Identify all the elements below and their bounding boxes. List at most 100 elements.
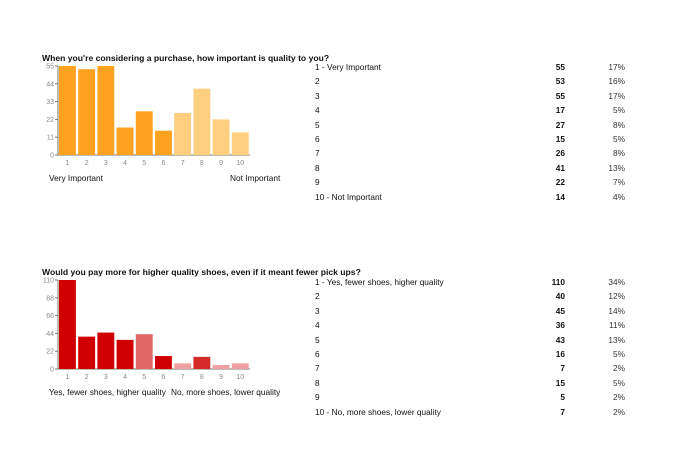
x-tick-label: 4 [123, 374, 127, 381]
table-row: 5 27 8% [315, 120, 625, 134]
answer-count: 15 [555, 134, 565, 144]
answer-percent: 5% [613, 349, 625, 359]
y-tick-label: 11 [47, 135, 54, 142]
answer-percent: 5% [613, 377, 625, 388]
answer-label: 4 [315, 320, 320, 331]
question-1-results-table: 1 - Very Important 55 17% 2 53 16% 3 55 17% 4 17 5%… [315, 62, 625, 207]
answer-percent: 2% [613, 392, 625, 403]
table-row: 1 - Yes, fewer shoes, higher quality 110 3… [315, 277, 625, 291]
y-tick-label: 88 [46, 295, 54, 302]
x-tick-label: 6 [161, 160, 165, 167]
bar-10 [231, 363, 249, 369]
table-row: 3 55 17% [315, 91, 625, 105]
answer-label: 8 [315, 162, 320, 173]
y-tick-label: 33 [46, 99, 54, 106]
x-tick-label: 2 [85, 374, 89, 381]
answer-label: 4 [315, 105, 320, 116]
answer-percent: 17% [608, 62, 625, 72]
answer-label: 9 [315, 392, 320, 403]
answer-count: 26 [555, 148, 565, 159]
answer-percent: 17% [608, 90, 625, 101]
answer-label: 5 [315, 119, 320, 130]
table-row: 4 17 5% [315, 105, 625, 119]
answer-percent: 13% [608, 162, 625, 173]
question-2-right-label: No, more shoes, lower quality [171, 387, 281, 397]
bar-6 [155, 130, 172, 155]
y-tick-label: 55 [46, 64, 54, 71]
answer-label: 3 [315, 305, 320, 316]
answer-percent: 2% [613, 363, 625, 374]
answer-label: 7 [315, 148, 320, 159]
bar-9 [212, 364, 230, 369]
answer-label: 2 [315, 291, 320, 302]
bar-5 [135, 334, 153, 369]
x-tick-label: 5 [142, 160, 146, 167]
x-tick-label: 5 [142, 374, 146, 381]
answer-count: 17 [555, 105, 565, 116]
bar-2 [78, 69, 96, 155]
answer-percent: 5% [613, 105, 625, 116]
bar-1 [59, 66, 76, 155]
answer-label: 5 [315, 334, 320, 345]
answer-label: 2 [315, 76, 320, 87]
table-row: 6 16 5% [315, 349, 625, 363]
answer-count: 110 [551, 277, 565, 287]
table-row: 7 7 2% [315, 363, 625, 377]
answer-label: 3 [315, 90, 320, 101]
answer-label: 1 - Yes, fewer shoes, higher quality [315, 277, 444, 287]
x-tick-label: 3 [104, 160, 108, 167]
answer-percent: 5% [613, 134, 625, 144]
x-tick-label: 4 [123, 160, 127, 167]
answer-label: 10 - No, more shoes, lower quality [315, 406, 441, 417]
table-row: 8 41 13% [315, 163, 625, 177]
x-tick-label: 7 [181, 160, 185, 167]
answer-count: 40 [555, 291, 565, 302]
answer-label: 10 - Not Important [315, 191, 382, 202]
y-tick-label: 44 [46, 81, 54, 88]
question-2-title: Would you pay more for higher quality sh… [42, 267, 361, 277]
bar-2 [78, 336, 96, 369]
question-1-bar-chart: 0 11 22 33 44 55 1 2 3 4 5 6 7 8 9 10 [46, 64, 250, 167]
answer-percent: 13% [608, 334, 625, 345]
x-tick-label: 1 [65, 374, 69, 381]
table-row: 7 26 8% [315, 148, 625, 162]
x-tick-label: 7 [181, 374, 185, 381]
table-row: 9 5 2% [315, 392, 625, 406]
x-tick-label: 10 [236, 374, 244, 381]
bar-6 [155, 356, 172, 369]
answer-percent: 4% [613, 191, 625, 202]
answer-count: 36 [555, 320, 565, 331]
question-2-left-label: Yes, fewer shoes, higher quality [49, 387, 166, 397]
answer-percent: 11% [609, 320, 625, 331]
question-2-results-table: 1 - Yes, fewer shoes, higher quality 110 3… [315, 277, 625, 422]
table-row: 10 - Not Important 14 4% [315, 192, 625, 206]
table-row: 1 - Very Important 55 17% [315, 62, 625, 76]
answer-label: 7 [315, 363, 320, 374]
bar-4 [116, 339, 134, 369]
answer-count: 14 [555, 191, 565, 202]
x-tick-label: 1 [65, 160, 69, 167]
answer-label: 1 - Very Important [315, 62, 381, 72]
table-row: 5 43 13% [315, 335, 625, 349]
answer-count: 22 [555, 177, 565, 188]
answer-count: 15 [555, 377, 565, 388]
x-tick-label: 8 [200, 374, 204, 381]
x-tick-label: 9 [219, 374, 223, 381]
question-1-title: When you're considering a purchase, how … [42, 53, 330, 63]
bar-1 [59, 280, 76, 369]
answer-count: 55 [555, 90, 565, 101]
answer-percent: 16% [608, 76, 625, 87]
bar-4 [116, 127, 134, 155]
bar-8 [193, 88, 211, 155]
question-1-right-label: Not Important [230, 173, 281, 183]
question-1-left-label: Very Important [49, 173, 103, 183]
table-row: 8 15 5% [315, 378, 625, 392]
answer-percent: 8% [613, 119, 625, 130]
x-tick-label: 3 [104, 374, 108, 381]
y-tick-label: 110 [43, 278, 54, 285]
y-tick-label: 22 [46, 349, 54, 356]
bar-9 [212, 119, 230, 155]
bar-7 [174, 112, 192, 155]
x-tick-label: 8 [200, 160, 204, 167]
bar-3 [97, 332, 115, 369]
